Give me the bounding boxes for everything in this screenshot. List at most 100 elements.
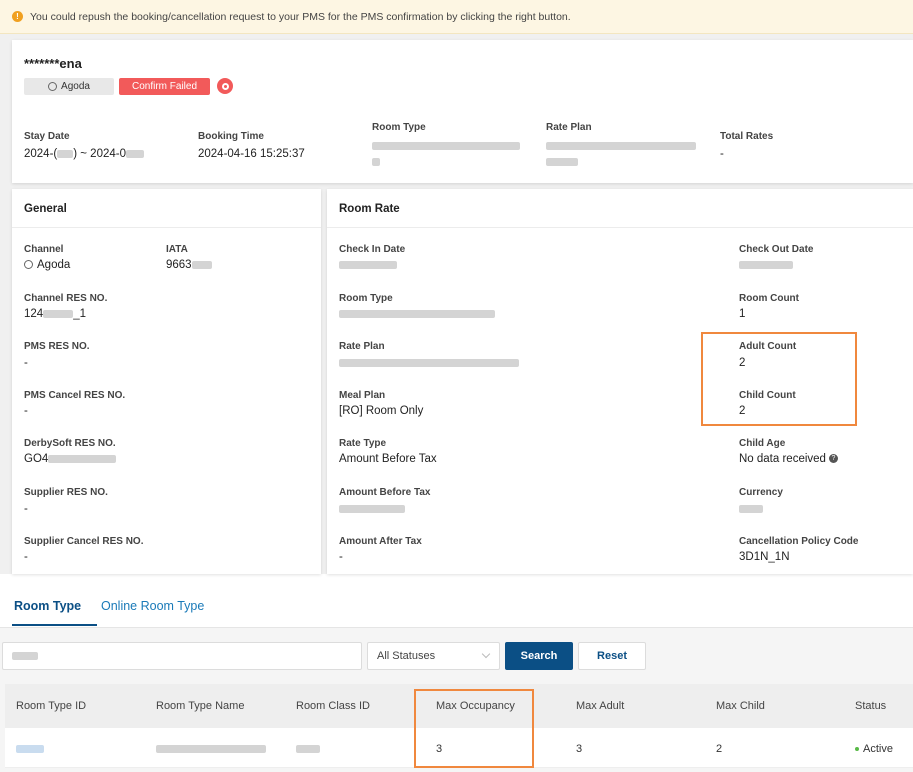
max-occupancy-highlight (414, 689, 534, 768)
amount-before-tax-label: Amount Before Tax (339, 487, 431, 498)
rate-plan-value (339, 357, 519, 369)
divider (12, 227, 321, 228)
meal-plan-label: Meal Plan (339, 390, 386, 401)
amount-after-tax-value: - (339, 551, 343, 563)
supplier-cancel-res-value: - (24, 551, 28, 563)
booking-summary-card: *******ena Agoda Confirm Failed Stay Dat… (12, 40, 913, 183)
room-type-value (372, 140, 520, 166)
max-occupancy-cell: 3 (436, 743, 443, 755)
stay-date-value: 2024-() ~ 2024-0 (24, 148, 144, 160)
check-in-value (339, 259, 397, 271)
tab-online-room-type[interactable]: Online Room Type (101, 599, 205, 613)
guest-name: *******ena (24, 56, 82, 71)
supplier-res-value: - (24, 503, 28, 515)
channel-res-value: 124 _1 (24, 308, 86, 320)
status-dot-icon (855, 747, 859, 752)
supplier-res-label: Supplier RES NO. (24, 487, 108, 498)
channel-icon (24, 260, 33, 270)
channel-label: Channel (24, 244, 64, 255)
warning-icon: ! (12, 11, 23, 22)
repush-icon[interactable] (217, 78, 233, 94)
table-row[interactable]: 3 3 2 Active (5, 728, 913, 768)
adult-count-value: 2 (739, 357, 746, 369)
chevron-down-icon (481, 649, 491, 659)
room-type-id-cell[interactable] (16, 743, 44, 755)
room-rate-card: Room Rate Check In Date Check Out Date R… (327, 189, 913, 574)
check-out-label: Check Out Date (739, 244, 814, 255)
notice-bar: ! You could repush the booking/cancellat… (0, 0, 913, 34)
tab-room-type[interactable]: Room Type (11, 599, 98, 626)
pms-res-value: - (24, 357, 28, 369)
child-count-label: Child Count (739, 390, 796, 401)
supplier-cancel-res-label: Supplier Cancel RES NO. (24, 536, 144, 547)
room-type-label: Room Type (339, 293, 393, 304)
channel-icon (48, 82, 58, 91)
general-card: General Channel Agoda IATA 9663 Channel … (12, 189, 321, 574)
currency-value (739, 503, 763, 515)
channel-chip-label: Agoda (61, 81, 90, 92)
amount-before-tax-value (339, 503, 405, 515)
pms-cancel-res-label: PMS Cancel RES NO. (24, 390, 126, 401)
status-select[interactable]: All Statuses (367, 642, 500, 670)
room-type-tabs: Room Type Online Room Type (0, 592, 913, 628)
occupancy-highlight (701, 332, 857, 426)
rate-type-label: Rate Type (339, 438, 387, 449)
col-status: Status (855, 700, 887, 712)
room-rate-title: Room Rate (339, 203, 400, 215)
room-class-id-cell (296, 743, 320, 755)
derbysoft-res-value: GO4 (24, 453, 117, 465)
child-count-value: 2 (739, 405, 746, 417)
rate-plan-value (546, 140, 696, 166)
room-type-table: Room Type ID Room Type Name Room Class I… (0, 678, 913, 772)
col-max-child: Max Child (716, 700, 765, 712)
rate-type-value: Amount Before Tax (339, 453, 437, 465)
channel-chip: Agoda (24, 78, 114, 95)
channel-value: Agoda (24, 259, 70, 271)
filter-bar: All Statuses Search Reset (0, 628, 913, 678)
child-age-label: Child Age (739, 438, 786, 449)
room-type-value (339, 308, 495, 320)
max-adult-cell: 3 (576, 743, 583, 755)
notice-text: You could repush the booking/cancellatio… (30, 10, 571, 23)
search-input[interactable] (2, 642, 362, 670)
room-type-name-cell (156, 743, 266, 755)
status-badge: Confirm Failed (119, 78, 210, 95)
search-button[interactable]: Search (505, 642, 573, 670)
child-age-value: No data received? (739, 453, 838, 465)
rate-plan-label: Rate Plan (339, 341, 385, 352)
pms-cancel-res-value: - (24, 405, 28, 417)
meal-plan-value: [RO] Room Only (339, 405, 424, 417)
pms-res-label: PMS RES NO. (24, 341, 90, 352)
adult-count-label: Adult Count (739, 341, 797, 352)
check-out-value (739, 259, 793, 271)
derbysoft-res-label: DerbySoft RES NO. (24, 438, 116, 449)
amount-after-tax-label: Amount After Tax (339, 536, 422, 547)
currency-label: Currency (739, 487, 783, 498)
status-cell: Active (855, 743, 893, 755)
table-header: Room Type ID Room Type Name Room Class I… (5, 684, 913, 728)
iata-label: IATA (166, 244, 188, 255)
col-room-class-id: Room Class ID (296, 700, 370, 712)
general-title: General (24, 203, 67, 215)
check-in-label: Check In Date (339, 244, 406, 255)
room-count-label: Room Count (739, 293, 799, 304)
col-max-adult: Max Adult (576, 700, 625, 712)
booking-time-label: Booking Time (198, 131, 264, 142)
help-icon[interactable]: ? (828, 454, 838, 464)
cancellation-policy-value: 3D1N_1N (739, 551, 790, 563)
rate-plan-label: Rate Plan (546, 122, 592, 133)
stay-date-label: Stay Date (24, 131, 70, 142)
max-child-cell: 2 (716, 743, 723, 755)
cancellation-policy-label: Cancellation Policy Code (739, 536, 859, 547)
iata-value: 9663 (166, 259, 212, 271)
col-room-type-id: Room Type ID (16, 700, 87, 712)
channel-res-label: Channel RES NO. (24, 293, 108, 304)
total-rates-label: Total Rates (720, 131, 774, 142)
status-select-value: All Statuses (377, 650, 436, 662)
booking-time-value: 2024-04-16 15:25:37 (198, 148, 305, 160)
reset-button[interactable]: Reset (578, 642, 646, 670)
room-type-label: Room Type (372, 122, 426, 133)
col-room-type-name: Room Type Name (156, 700, 245, 712)
col-max-occupancy: Max Occupancy (436, 700, 515, 712)
divider (327, 227, 913, 228)
